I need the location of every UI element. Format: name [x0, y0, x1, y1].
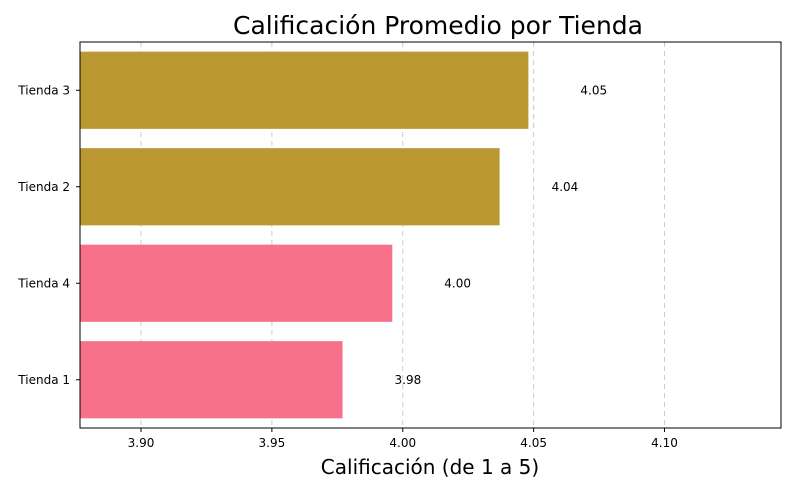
- x-tick-label: 4.05: [520, 436, 547, 450]
- x-axis-ticks: 3.90 3.95 4.00 4.05 4.10: [128, 428, 678, 450]
- bar: [80, 341, 343, 419]
- y-tick-label: Tienda 4: [17, 276, 70, 290]
- x-axis-label: Calificación (de 1 a 5): [321, 455, 539, 479]
- y-tick-label: Tienda 2: [17, 180, 70, 194]
- data-label: 3.98: [395, 373, 422, 387]
- data-label: 4.00: [444, 276, 471, 290]
- bars: [80, 51, 529, 419]
- bar: [80, 148, 500, 226]
- x-tick-label: 4.00: [389, 436, 416, 450]
- y-tick-label: Tienda 1: [17, 373, 70, 387]
- y-axis-ticks: Tienda 1 Tienda 4 Tienda 2 Tienda 3: [17, 83, 80, 387]
- plot-frame: [79, 41, 782, 429]
- x-tick-label: 3.95: [259, 436, 286, 450]
- x-tick-label: 4.10: [651, 436, 678, 450]
- data-label: 4.04: [552, 180, 579, 194]
- y-tick-label: Tienda 3: [17, 83, 70, 97]
- x-tick-label: 3.90: [128, 436, 155, 450]
- data-labels: 3.98 4.00 4.04 4.05: [395, 83, 608, 387]
- data-label: 4.05: [580, 83, 607, 97]
- chart-title: Calificación Promedio por Tienda: [233, 11, 643, 40]
- bar: [80, 244, 393, 322]
- bar: [80, 51, 529, 129]
